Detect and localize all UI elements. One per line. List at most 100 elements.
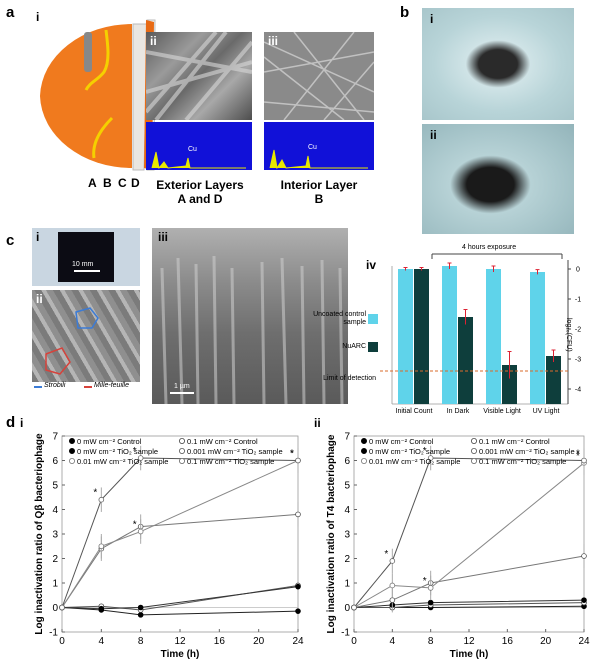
legend-label-t4: 0.001 mW cm⁻² TiO₂ sample — [479, 447, 575, 456]
significance-mark-t4: * — [576, 451, 580, 462]
ytick-label-t4: 6 — [344, 456, 350, 467]
legend-marker-t4 — [360, 447, 367, 454]
series-point-qb — [59, 604, 65, 611]
eds-spectrum-interior: Cu — [264, 122, 374, 170]
panel-a-iii-label: iii — [268, 34, 279, 48]
legend-label-qb: 0.1 mW cm⁻² Control — [187, 437, 258, 446]
panel-a-ii-label: ii — [150, 34, 157, 48]
xtick-label-qb: 24 — [292, 636, 304, 647]
xtick-label-t4: 8 — [428, 636, 434, 647]
panel-c-label: c — [6, 232, 15, 249]
legend-marker-qb — [178, 447, 185, 454]
legend-label-qb: 0.1 mW cm⁻² TiO₂ sample — [187, 457, 274, 466]
strobili-outline — [75, 307, 99, 329]
legend-swatch-uncoated — [368, 314, 378, 324]
panel-d-label: d — [6, 414, 16, 431]
series-line-qb — [61, 584, 299, 611]
series-point-t4 — [427, 599, 434, 606]
ylabel-t4: Log inactivation ratio of T4 bacteriopha… — [326, 434, 337, 633]
series-point-qb — [137, 604, 144, 611]
ytick-label-qb: 6 — [52, 456, 58, 467]
xtick-label-qb: 16 — [214, 636, 226, 647]
tem-image-ii — [422, 124, 574, 234]
panel-a-label: a — [6, 4, 15, 21]
bar-uncoated — [442, 266, 457, 404]
legend-marker-qb — [69, 447, 76, 454]
tem-image-i — [422, 8, 574, 120]
ytick-label-qb: 2 — [52, 554, 58, 565]
exposure-label: 4 hours exposure — [462, 244, 517, 251]
series-point-qb — [98, 496, 105, 503]
layer-letter-b: B — [103, 176, 112, 190]
series-point-qb — [295, 608, 301, 614]
panel-c-iv-label: iv — [366, 258, 377, 272]
ytick-label-qb: 3 — [52, 530, 58, 541]
bar-ytick-label: -2 — [575, 327, 581, 334]
legend-swatch-millefeuille — [84, 386, 92, 388]
scale-bar-c-iii — [170, 392, 194, 394]
panel-b-label: b — [400, 4, 410, 21]
significance-mark-t4: * — [423, 576, 427, 587]
caption-exterior-line2: A and D — [177, 192, 223, 206]
legend-label-t4: 0.01 mW cm⁻² TiO₂ sample — [369, 457, 460, 466]
legend-label-t4: 0 mW cm⁻² TiO₂ sample — [369, 447, 450, 456]
panel-b-i-label: i — [430, 12, 434, 26]
layer-letter-d: D — [131, 176, 140, 190]
bar-uncoated — [398, 269, 413, 404]
series-line-t4 — [353, 457, 585, 608]
caption-exterior: Exterior Layers A and D — [140, 178, 260, 206]
eds-spectrum-exterior: Cu — [146, 122, 252, 170]
xtick-label-t4: 0 — [351, 636, 357, 647]
series-line-t4 — [353, 462, 585, 608]
panel-d-i-label: i — [20, 416, 24, 430]
ytick-label-t4: 7 — [344, 432, 350, 443]
ytick-label-t4: 0 — [344, 603, 350, 614]
significance-mark-qb: * — [93, 488, 97, 499]
ytick-label-qb: 7 — [52, 432, 58, 443]
xtick-label-qb: 12 — [174, 636, 186, 647]
bar-ytick-label: -3 — [575, 357, 581, 364]
xtick-label-t4: 16 — [502, 636, 514, 647]
series-point-qb — [98, 605, 105, 612]
ytick-label-t4: 4 — [344, 505, 350, 516]
panel-b-ii-label: ii — [430, 128, 437, 142]
series-point-qb — [137, 612, 144, 618]
bar-category-label: Initial Count — [396, 408, 433, 415]
sem-image-c-iii: 1 µm — [152, 228, 348, 405]
bar-category-label: Visible Light — [483, 408, 521, 415]
eds-peaks-exterior — [151, 151, 246, 170]
ytick-label-qb: 4 — [52, 505, 58, 516]
panel-a-i-label: i — [36, 10, 40, 24]
bar-uncoated — [486, 269, 501, 404]
ytick-label-qb: 1 — [52, 579, 58, 590]
xtick-label-qb: 20 — [253, 636, 265, 647]
nanofiber-texture — [263, 31, 375, 121]
xtick-label-t4: 24 — [578, 636, 590, 647]
legend-label-qb: 0.001 mW cm⁻² TiO₂ sample — [187, 447, 283, 456]
ytick-label-qb: 5 — [52, 481, 58, 492]
ytick-label-t4: 2 — [344, 554, 350, 565]
panel-d-ii-label: ii — [314, 416, 321, 430]
xlabel-t4: Time (h) — [450, 649, 489, 660]
detection-label: Limit of detection — [323, 375, 376, 382]
panel-c-i-label: i — [36, 230, 40, 244]
legend-swatch-nuarc — [368, 342, 378, 352]
significance-mark-t4: * — [576, 449, 580, 460]
highlight-outlines — [45, 307, 99, 375]
scale-label-c-i: 10 mm — [72, 261, 94, 268]
legend-marker-qb — [178, 437, 185, 444]
series-point-qb — [98, 543, 105, 550]
series-point-t4 — [389, 558, 396, 564]
ytick-label-qb: -1 — [49, 628, 58, 639]
bar-ytick-label: 0 — [576, 267, 580, 274]
legend-nuarc: NuARC — [342, 343, 366, 350]
series-point-t4 — [389, 597, 396, 603]
legend-uncoated: Uncoated control sample — [313, 311, 366, 326]
significance-mark-qb: * — [133, 446, 137, 457]
legend-marker-t4 — [470, 447, 477, 454]
series-point-qb — [295, 511, 301, 518]
fiber-texture — [144, 30, 254, 122]
layer-letter-a: A — [88, 176, 97, 190]
xlabel-qb: Time (h) — [161, 649, 200, 660]
